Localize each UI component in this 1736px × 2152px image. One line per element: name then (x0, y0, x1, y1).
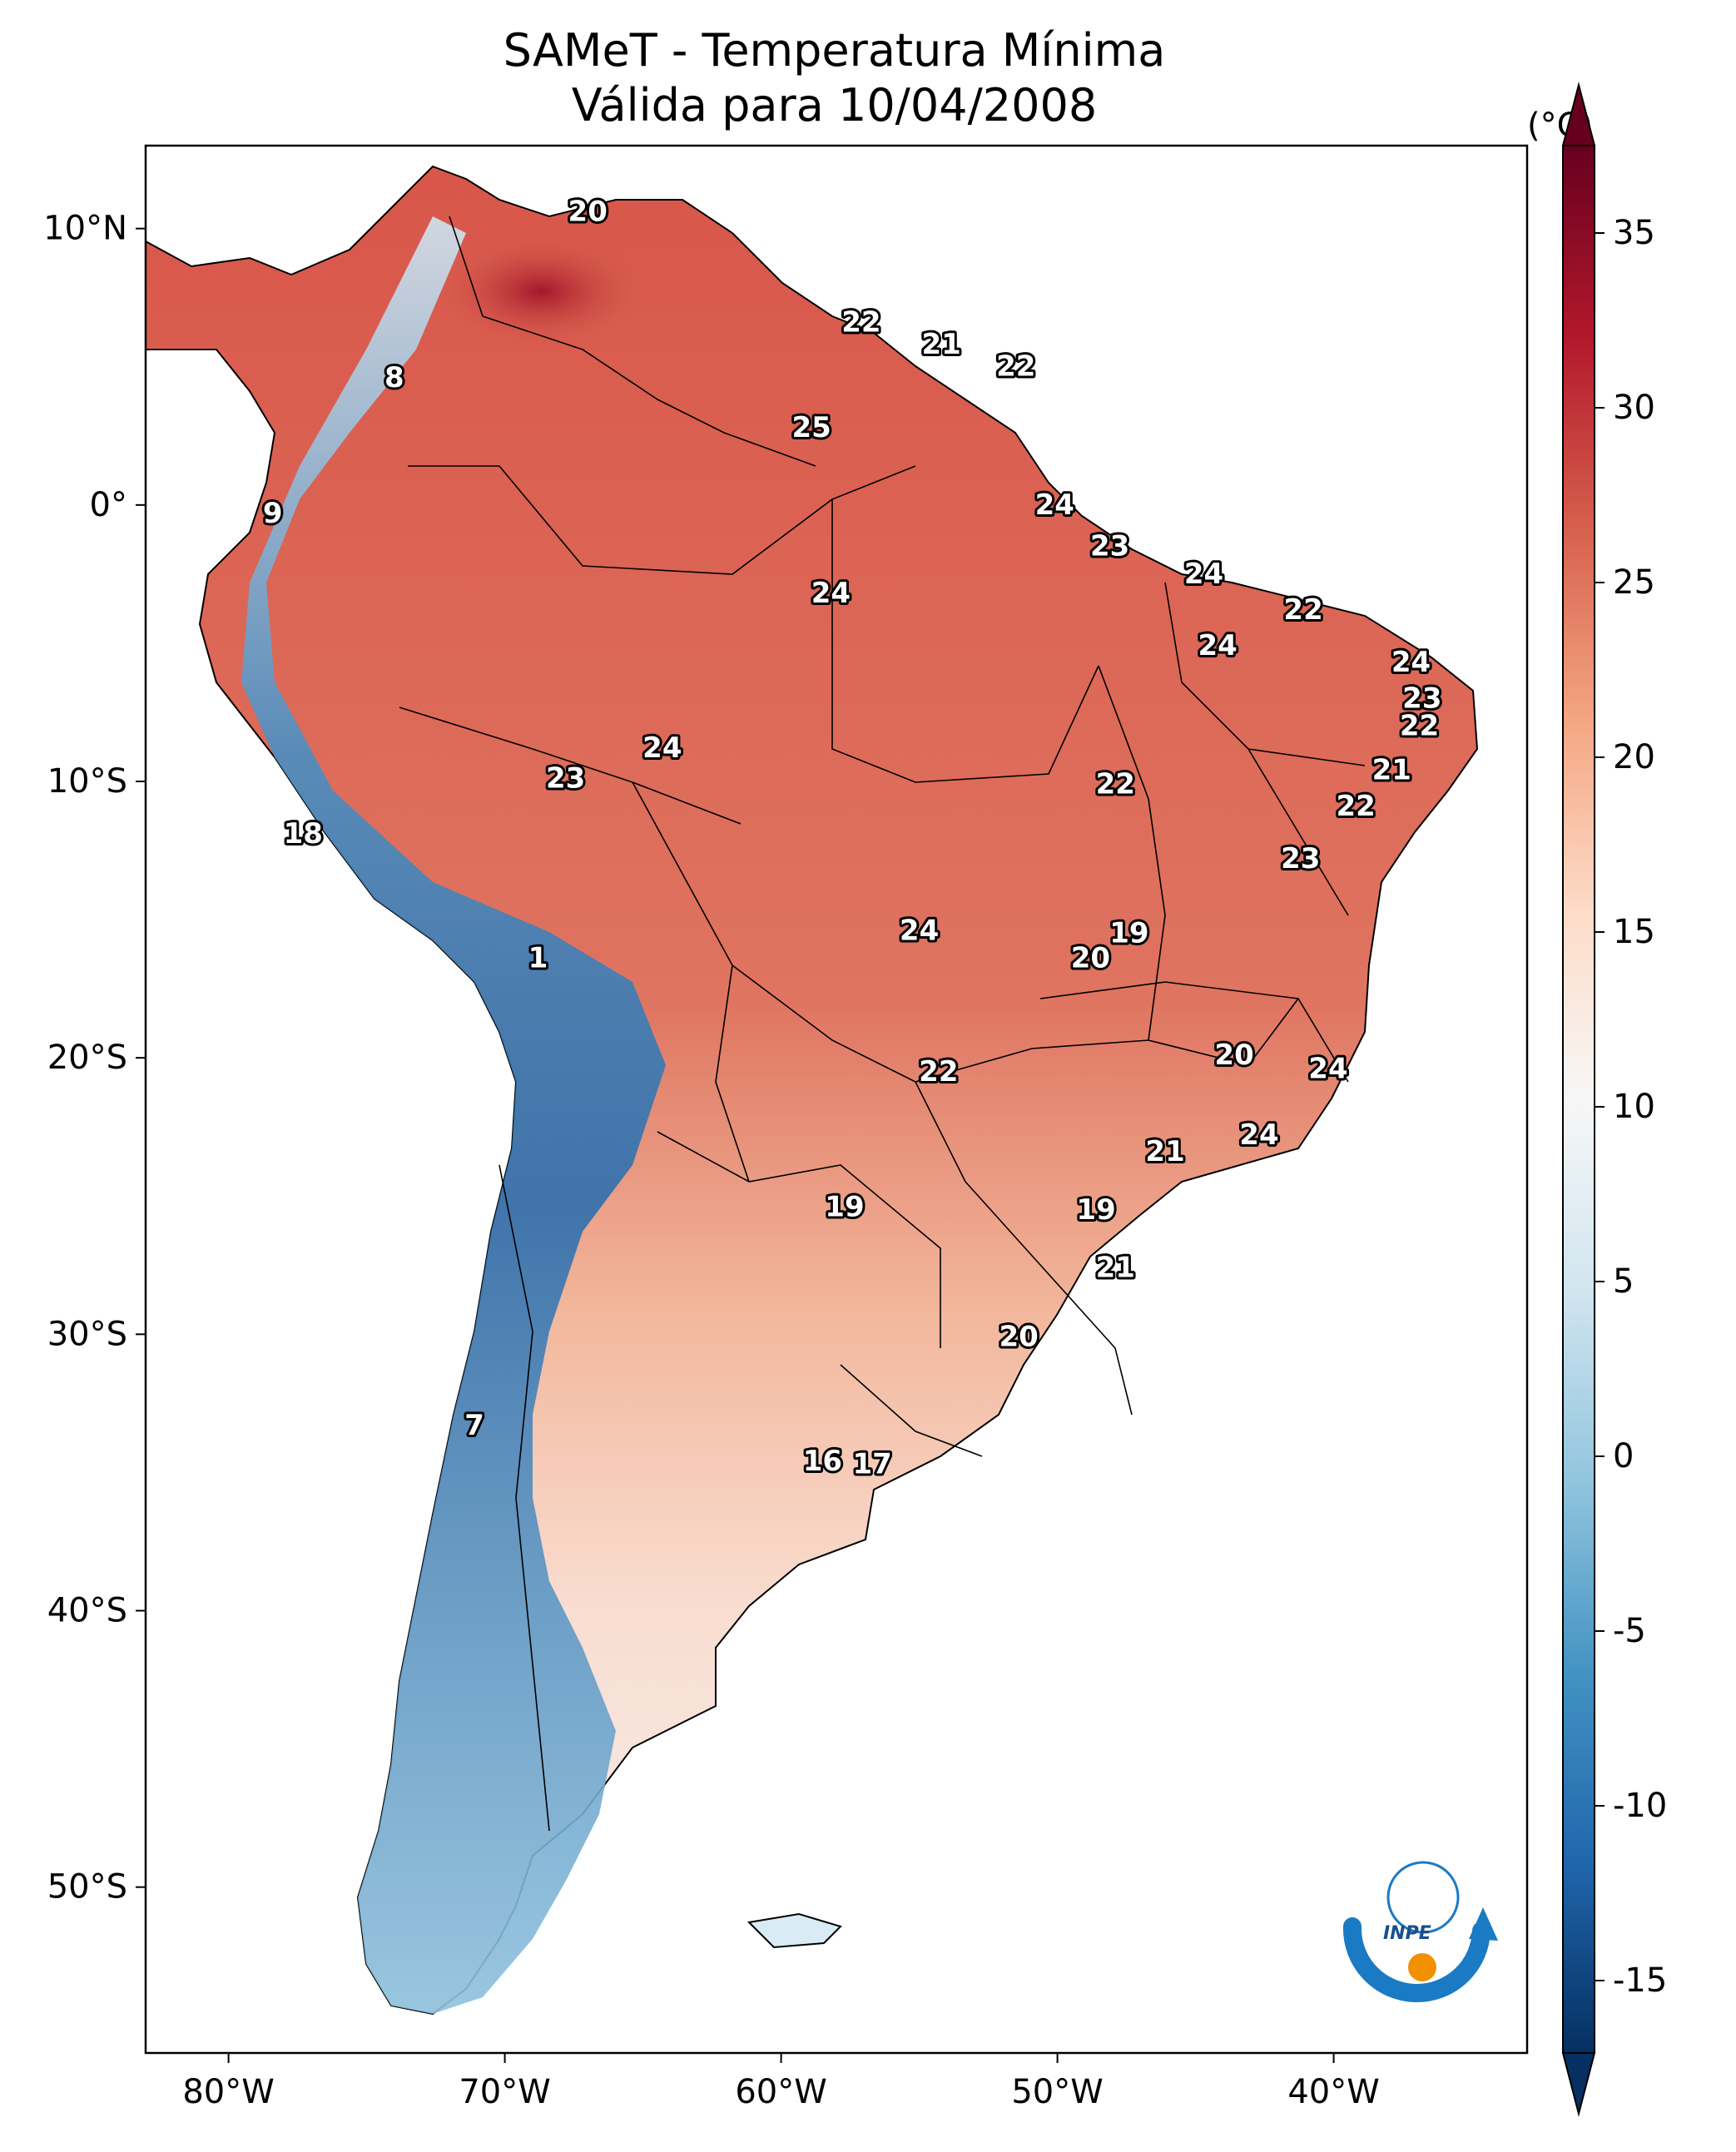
lon-tick-label: 40°W (1287, 2073, 1379, 2111)
lon-tick-label: 80°W (182, 2073, 274, 2111)
contour-label: 24 (900, 914, 939, 947)
contour-label: 19 (1109, 917, 1148, 950)
andes-cold-band (241, 216, 666, 2014)
contour-label: 23 (1402, 682, 1441, 715)
lon-tick-label: 50°W (1011, 2073, 1103, 2111)
contour-label: 24 (811, 577, 851, 610)
logo-arrow-icon (1469, 1907, 1498, 1941)
contour-label: 24 (642, 731, 682, 765)
inpe-logo: INPE (1342, 1861, 1498, 2002)
longitude-ticks: 80°W 70°W 60°W 50°W 40°W (182, 2053, 1380, 2111)
contour-label: 24 (1308, 1052, 1347, 1085)
contour-label: 23 (1281, 842, 1320, 875)
logo-ring (1386, 1861, 1460, 1934)
colorbar-tick-label: 20 (1613, 738, 1655, 776)
contour-label: 9 (263, 497, 283, 530)
lat-tick-label: 40°S (47, 1592, 127, 1630)
colorbar: 35 30 25 20 15 10 5 0 -5 -10 -15 (1561, 82, 1667, 2117)
colorbar-tick-label: 10 (1613, 1088, 1655, 1126)
colorbar-tick-label: -10 (1613, 1787, 1667, 1825)
colorbar-max-extend (1561, 82, 1596, 146)
colorbar-ticks: 35 30 25 20 15 10 5 0 -5 -10 -15 (1595, 214, 1667, 2000)
contour-label: 24 (1198, 629, 1237, 662)
colorbar-tick-label: 35 (1613, 214, 1655, 252)
falkland-islands (746, 1912, 842, 1949)
colorbar-tick-label: 0 (1613, 1437, 1634, 1475)
map-title: SAMeT - Temperatura Mínima Válida para 1… (146, 23, 1523, 133)
contour-label: 21 (1372, 754, 1411, 787)
contour-label: 24 (1391, 646, 1431, 679)
colorbar-tick-label: 5 (1613, 1262, 1634, 1301)
colorbar-tick-label: 30 (1613, 389, 1655, 427)
colorbar-tick-label: 25 (1613, 563, 1655, 602)
contour-label: 17 (852, 1447, 891, 1480)
contour-label: 22 (919, 1055, 958, 1088)
colorbar-tick-label: -15 (1613, 1961, 1667, 2000)
contour-label: 20 (568, 196, 608, 229)
map-frame (144, 144, 1529, 2055)
logo-arc (1342, 1917, 1490, 2002)
contour-label: 21 (1096, 1252, 1135, 1285)
lat-tick-label: 10°S (47, 762, 127, 801)
country-borders (399, 216, 1366, 1832)
contour-label: 1 (528, 942, 548, 975)
contour-label: 16 (803, 1445, 842, 1478)
latitude-ticks: 10°N 0° 10°S 20°S 30°S 40°S 50°S (43, 210, 146, 1907)
contour-label: 19 (825, 1191, 864, 1224)
colorbar-tick-label: -5 (1613, 1612, 1646, 1650)
logo-text: INPE (1383, 1923, 1431, 1944)
lat-tick-label: 20°S (47, 1039, 127, 1077)
contour-label: 8 (384, 361, 404, 394)
lat-tick-label: 10°N (43, 210, 127, 248)
contour-label: 24 (1184, 558, 1223, 591)
contour-label: 20 (1071, 942, 1110, 975)
colorbar-bar (1562, 145, 1595, 2054)
contour-label: 20 (1214, 1039, 1253, 1072)
logo-orange-dot (1408, 1953, 1436, 1981)
lat-tick-label: 0° (90, 486, 127, 524)
lat-tick-label: 30°S (47, 1315, 127, 1353)
title-line-2: Válida para 10/04/2008 (571, 79, 1098, 131)
map-layers (146, 165, 1479, 2016)
contour-label: 22 (1283, 593, 1322, 627)
contour-label: 22 (1336, 790, 1375, 823)
title-line-1: SAMeT - Temperatura Mínima (503, 24, 1166, 77)
contour-label: 22 (1096, 767, 1135, 801)
hot-region-venezuela (433, 233, 649, 350)
contour-label: 22 (841, 306, 880, 340)
lon-tick-label: 60°W (735, 2073, 826, 2111)
contour-label: 7 (464, 1409, 484, 1442)
colorbar-min-extend (1561, 2052, 1596, 2117)
lon-tick-label: 70°W (459, 2073, 550, 2111)
contour-label: 20 (999, 1321, 1038, 1354)
colorbar-tick-label: 15 (1613, 913, 1655, 951)
contour-label: 22 (996, 350, 1035, 384)
contour-label: 19 (1076, 1193, 1115, 1227)
contour-label: 21 (1145, 1135, 1184, 1168)
contour-label: 18 (284, 817, 323, 850)
contour-label: 24 (1035, 488, 1074, 522)
contour-label: 23 (1090, 530, 1129, 563)
contour-label: 25 (791, 411, 831, 444)
lat-tick-label: 50°S (47, 1868, 127, 1907)
contour-label: 24 (1239, 1118, 1278, 1152)
contour-label: 22 (1400, 710, 1439, 743)
contour-label: 21 (921, 328, 960, 361)
contour-label: 23 (546, 762, 585, 796)
